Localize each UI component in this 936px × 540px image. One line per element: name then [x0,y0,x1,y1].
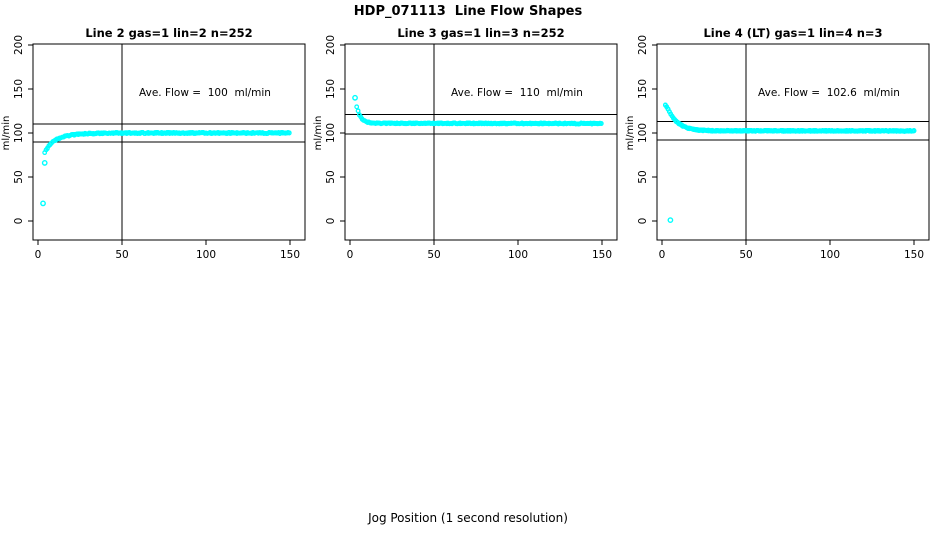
data-points [354,104,604,127]
panel-line-3: Line 3 gas=1 lin=3 n=252 Ave. Flow = 110… [312,0,624,300]
x-tick-label: 0 [35,249,42,261]
data-points [663,102,917,134]
panel-title: Line 2 gas=1 lin=2 n=252 [85,26,253,40]
y-tick-label: 50 [13,170,25,183]
y-tick-label: 0 [637,218,649,225]
plot-area: 0 50 100 150 0 50 100 150 200 ml/min [625,35,930,261]
y-tick-label: 100 [13,123,25,143]
panel-title: Line 3 gas=1 lin=3 n=252 [397,26,565,40]
x-tick-label: 150 [592,249,612,261]
y-tick-label: 100 [637,123,649,143]
x-tick-label: 100 [508,249,528,261]
y-tick-label: 100 [325,123,337,143]
outlier-point [41,160,48,166]
data-point [355,108,361,114]
x-tick-label: 150 [280,249,300,261]
data-point [354,104,360,110]
x-tick-label: 150 [904,249,924,261]
x-tick-label: 50 [427,249,440,261]
y-tick-label: 0 [325,218,337,225]
outlier-point [40,200,46,207]
y-axis-unit-label: ml/min [625,116,636,151]
panel-line-2: Line 2 gas=1 lin=2 n=252 Ave. Flow = 100… [0,0,312,300]
y-axis-unit-label: ml/min [1,116,12,151]
outlier-point [352,94,358,101]
y-tick-label: 200 [325,35,337,55]
x-tick-label: 100 [820,249,840,261]
data-point [286,130,292,136]
y-tick-label: 200 [637,35,649,55]
x-tick-label: 50 [739,249,752,261]
data-points [42,129,292,156]
y-tick-label: 150 [325,79,337,99]
y-tick-label: 0 [13,218,25,225]
panel-title: Line 4 (LT) gas=1 lin=4 n=3 [703,26,883,40]
x-tick-label: 100 [196,249,216,261]
plot-area: 0 50 100 150 0 50 100 150 200 ml/min [1,35,306,261]
data-point [911,128,917,134]
panel-line-4: Line 4 (LT) gas=1 lin=4 n=3 Ave. Flow = … [624,0,936,300]
plot-area: 0 50 100 150 0 50 100 150 200 ml/min [313,35,618,261]
x-tick-label: 0 [347,249,354,261]
outlier-point [667,217,674,224]
ave-flow-annotation: Ave. Flow = 100 ml/min [139,87,271,99]
figure-title: HDP_071113 Line Flow Shapes [353,4,583,19]
plot-box [656,43,930,241]
y-axis-unit-label: ml/min [313,116,324,151]
y-tick-label: 200 [13,35,25,55]
ave-flow-annotation: Ave. Flow = 102.6 ml/min [758,87,900,99]
y-tick-label: 150 [637,79,649,99]
data-point [598,121,604,127]
plot-box [344,43,618,241]
x-axis-label: Jog Position (1 second resolution) [368,511,568,525]
x-tick-label: 0 [659,249,666,261]
y-tick-label: 150 [13,79,25,99]
ave-flow-annotation: Ave. Flow = 110 ml/min [451,87,583,99]
y-tick-label: 50 [637,170,649,183]
y-tick-label: 50 [325,170,337,183]
x-tick-label: 50 [115,249,128,261]
